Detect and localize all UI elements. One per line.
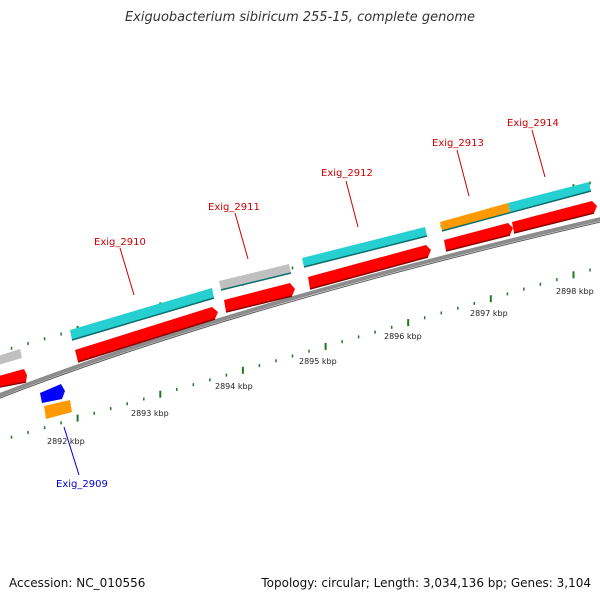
scale-label: 2894 kbp — [215, 382, 253, 391]
accession-text: Accession: NC_010556 — [9, 576, 146, 590]
gene-label-exig-2913[interactable]: Exig_2913 — [432, 138, 484, 149]
scale-label: 2896 kbp — [384, 332, 422, 341]
cds-arrow-exig-2910[interactable] — [75, 307, 218, 362]
cds-arrow-exig-2911[interactable] — [224, 283, 295, 312]
gene-label-exig-2914[interactable]: Exig_2914 — [507, 118, 559, 129]
reverse-cds-arrow-exig-2909[interactable] — [40, 384, 65, 403]
cds-arrows — [0, 201, 597, 388]
cds-arrow-exig-2913[interactable] — [444, 223, 513, 251]
genome-backbone-shadow — [0, 221, 600, 399]
reverse-gene-bar-exig-2909[interactable] — [44, 400, 72, 419]
cds-arrow-exig-2914[interactable] — [512, 201, 597, 233]
gene-label-exig-2909[interactable]: Exig_2909 — [56, 479, 108, 490]
scale-label: 2895 kbp — [299, 357, 337, 366]
label-leaders — [63, 129, 546, 476]
gene-bar-shadow — [71, 190, 592, 341]
map-title: Exiguobacterium sibiricum 255-15, comple… — [124, 10, 476, 25]
gene-label-exig-2912[interactable]: Exig_2912 — [321, 168, 373, 179]
scale-label: 2893 kbp — [131, 409, 169, 418]
cds-arrow-exig-2912[interactable] — [308, 245, 431, 289]
gene-label-exig-2910[interactable]: Exig_2910 — [94, 237, 146, 248]
cds-arrow-shadow — [0, 212, 595, 388]
gene-bar-exig-2912[interactable] — [302, 227, 427, 267]
scale-label: 2898 kbp — [556, 287, 594, 296]
genome-summary: Topology: circular; Length: 3,034,136 bp… — [261, 576, 591, 590]
inner-tick-marks — [10, 268, 591, 439]
gene-label-exig-2911[interactable]: Exig_2911 — [208, 202, 260, 213]
gene-bar-exig-2911[interactable] — [219, 264, 291, 290]
scale-label: 2897 kbp — [470, 309, 508, 318]
gene-bar-exig-2910[interactable] — [70, 288, 214, 340]
gene-bar-exig-2913[interactable] — [440, 203, 510, 231]
gene-bars — [0, 182, 592, 366]
scale-label: 2892 kbp — [47, 437, 85, 446]
gene-bar-exig-2914[interactable] — [508, 182, 591, 212]
gene-bar-left[interactable] — [0, 349, 22, 366]
genome-backbone — [0, 217, 600, 398]
